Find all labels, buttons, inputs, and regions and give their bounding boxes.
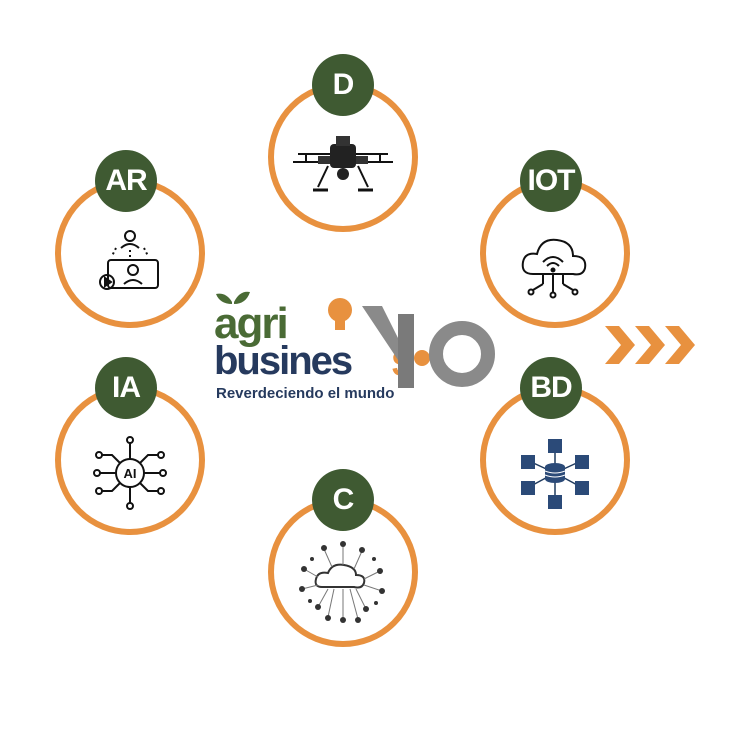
cloud-wifi-icon [515, 226, 595, 306]
ai-chip-icon: AI [90, 433, 170, 513]
node-ia: AI IA [55, 357, 205, 535]
svg-text:agri: agri [214, 299, 287, 348]
next-chevrons-icon [605, 322, 697, 368]
node-ar: AR [55, 150, 205, 328]
node-badge: IOT [520, 150, 582, 212]
node-bd: BD [480, 357, 630, 535]
svg-text:AI: AI [124, 466, 137, 481]
node-drone: D [268, 54, 418, 232]
node-badge: AR [95, 150, 157, 212]
node-badge: D [312, 54, 374, 116]
node-badge: IA [95, 357, 157, 419]
node-badge: C [312, 469, 374, 531]
cloud-network-icon [298, 539, 388, 629]
svg-text:Reverdeciendo el mundo: Reverdeciendo el mundo [216, 385, 394, 402]
agribusiness-logo: agri busines $ Reverdeciendo el mundo [212, 288, 502, 406]
node-badge: BD [520, 357, 582, 419]
big-data-cubes-icon [515, 433, 595, 513]
svg-text:busines: busines [214, 339, 352, 383]
node-c: C [268, 469, 418, 647]
node-iot: IOT [480, 150, 630, 328]
drone-icon [288, 132, 398, 212]
augmented-reality-icon [90, 226, 170, 306]
